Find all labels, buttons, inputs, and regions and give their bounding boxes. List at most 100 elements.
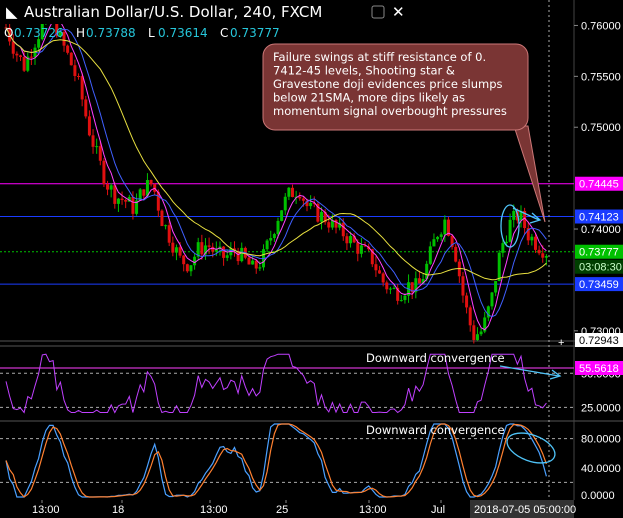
candle-body xyxy=(436,236,440,240)
candle-body xyxy=(468,307,472,326)
candle-body xyxy=(19,55,23,57)
candle-body xyxy=(334,220,338,228)
candle-body xyxy=(280,210,284,221)
candle-body xyxy=(537,249,541,254)
candle-body xyxy=(432,239,436,247)
candle-body xyxy=(352,235,356,243)
add-icon[interactable]: + xyxy=(558,337,564,349)
annotation-line: Failure swings at stiff resistance of 0. xyxy=(273,50,486,64)
candle-body xyxy=(116,198,120,204)
candle-body xyxy=(544,256,548,258)
candle-body xyxy=(167,225,171,243)
candle-body xyxy=(149,179,153,185)
candle-body xyxy=(414,278,418,293)
ohlc-value-L: 0.73614 xyxy=(158,26,208,40)
rsi-badge-bg xyxy=(575,361,623,375)
candle-body xyxy=(80,76,84,100)
time-cursor-badge: 2018-07-05 05:00:00 xyxy=(470,500,576,518)
candle-body xyxy=(254,260,258,269)
symbol-title: Australian Dollar/U.S. Dollar, 240, FXCM xyxy=(24,3,322,21)
annotation-text: Failure swings at stiff resistance of 0.… xyxy=(273,50,507,118)
collapse-icon[interactable]: ◣ xyxy=(6,3,18,21)
stoch-d-line xyxy=(5,423,547,498)
candle-body xyxy=(236,250,240,262)
candle-body xyxy=(446,219,450,236)
price-badge-label: 0.74123 xyxy=(579,212,619,224)
candle-body xyxy=(95,146,99,148)
header-bg xyxy=(0,0,400,24)
annotation-callout[interactable]: Failure swings at stiff resistance of 0.… xyxy=(262,43,546,223)
candle-body xyxy=(508,219,512,242)
settings-icon[interactable] xyxy=(371,5,385,19)
candle-body xyxy=(131,197,135,214)
candle-body xyxy=(298,196,302,199)
candle-body xyxy=(309,202,313,207)
candle-body xyxy=(523,210,527,229)
candle-body xyxy=(356,242,360,254)
price-badge-bg xyxy=(575,176,623,191)
ohlc-value-C: 0.73777 xyxy=(230,26,280,40)
time-tick-label: 13:00 xyxy=(32,504,60,516)
close-icon[interactable]: ✕ xyxy=(392,3,405,21)
candle-body xyxy=(417,278,421,284)
stochastic-series xyxy=(0,423,574,498)
candle-body xyxy=(465,295,469,308)
price-tick-label: 0.75500 xyxy=(581,71,621,83)
candle-body xyxy=(189,265,193,272)
price-tick-label: 0.75000 xyxy=(581,122,621,134)
candle-body xyxy=(211,246,215,252)
rsi-panel-label: Downward convergence xyxy=(366,351,505,365)
candle-body xyxy=(421,278,425,284)
candle-body xyxy=(37,39,41,48)
candle-body xyxy=(363,245,367,247)
candle-body xyxy=(145,179,149,196)
arrow-line-1 xyxy=(512,207,540,221)
candle-body xyxy=(305,200,309,207)
rsi-series xyxy=(0,353,574,414)
candle-body xyxy=(87,116,91,136)
candle-body xyxy=(269,238,273,241)
candle-body xyxy=(66,45,70,53)
price-badge-label: 0.72943 xyxy=(579,335,619,347)
candle-body xyxy=(338,222,342,228)
moving-average-line xyxy=(5,27,547,281)
chart-header: ◣ Australian Dollar/U.S. Dollar, 240, FX… xyxy=(0,0,405,24)
candle-body xyxy=(428,246,432,264)
candle-body xyxy=(454,246,458,262)
candle-body xyxy=(475,334,479,340)
candle-body xyxy=(185,264,189,272)
stoch-axis: 80.0000 40.0000 0.0000 xyxy=(581,434,621,502)
candle-body xyxy=(320,211,324,222)
candle-body xyxy=(214,248,218,252)
candle-body xyxy=(138,189,142,201)
candle-body xyxy=(519,210,523,221)
candle-body xyxy=(15,53,19,56)
annotation-line: momentum signal overbought pressures xyxy=(273,104,507,118)
candle-body xyxy=(84,99,88,117)
ohlc-value-H: 0.73788 xyxy=(86,26,136,40)
candle-body xyxy=(142,189,146,196)
candle-body xyxy=(200,242,204,255)
price-badge-bg xyxy=(575,209,623,224)
candle-body xyxy=(98,146,102,161)
price-badge-bg xyxy=(575,333,623,347)
candle-body xyxy=(40,23,44,40)
candle-body xyxy=(472,325,476,340)
moving-average-line xyxy=(5,19,547,331)
candle-body xyxy=(77,76,81,78)
candle-body xyxy=(164,225,168,227)
price-tick-label: 0.76000 xyxy=(581,20,621,32)
ohlc-readout: O 0.73726 H 0.73788 L 0.73614 C 0.73777 xyxy=(4,26,280,40)
candle-body xyxy=(512,210,516,220)
candle-body xyxy=(370,249,374,265)
candle-body xyxy=(439,234,443,237)
candle-body xyxy=(443,219,447,235)
candle-body xyxy=(381,273,385,283)
candle-body xyxy=(247,257,251,265)
ohlc-key-L: L xyxy=(148,26,155,40)
rsi-arrow-head xyxy=(549,369,562,380)
candle-body xyxy=(203,245,207,255)
candle-body xyxy=(399,300,403,302)
candle-body xyxy=(135,200,139,214)
